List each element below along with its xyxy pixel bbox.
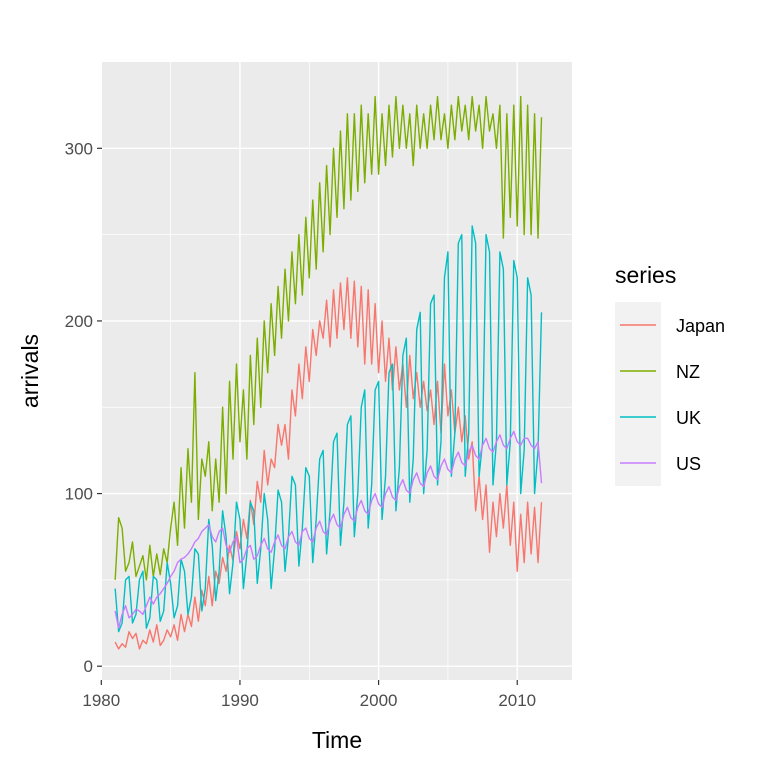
- legend-key-background: [615, 302, 661, 486]
- series-line-us: [114, 430, 543, 629]
- legend: series Japan NZ UK US: [615, 262, 725, 486]
- legend-items: Japan NZ UK US: [620, 316, 725, 474]
- series-line-japan: [114, 277, 543, 650]
- x-tick-label: 1980: [82, 691, 120, 710]
- series-lines: [114, 95, 543, 650]
- y-axis: 0 100 200 300: [65, 139, 102, 676]
- x-tick-label: 1990: [221, 691, 259, 710]
- legend-label-nz: NZ: [676, 362, 700, 382]
- legend-label-us: US: [676, 454, 701, 474]
- y-tick-label: 0: [84, 657, 93, 676]
- legend-label-uk: UK: [676, 408, 701, 428]
- x-axis: 1980 1990 2000 2010: [82, 680, 536, 710]
- y-tick-label: 200: [65, 312, 93, 331]
- y-axis-title: arrivals: [17, 334, 43, 408]
- legend-label-japan: Japan: [676, 316, 725, 336]
- x-axis-title: Time: [312, 727, 362, 753]
- series-line-uk: [114, 225, 543, 633]
- y-tick-label: 100: [65, 485, 93, 504]
- series-line-nz: [114, 95, 543, 581]
- x-tick-label: 2000: [360, 691, 398, 710]
- y-tick-label: 300: [65, 139, 93, 158]
- legend-title: series: [615, 262, 676, 288]
- x-tick-label: 2010: [498, 691, 536, 710]
